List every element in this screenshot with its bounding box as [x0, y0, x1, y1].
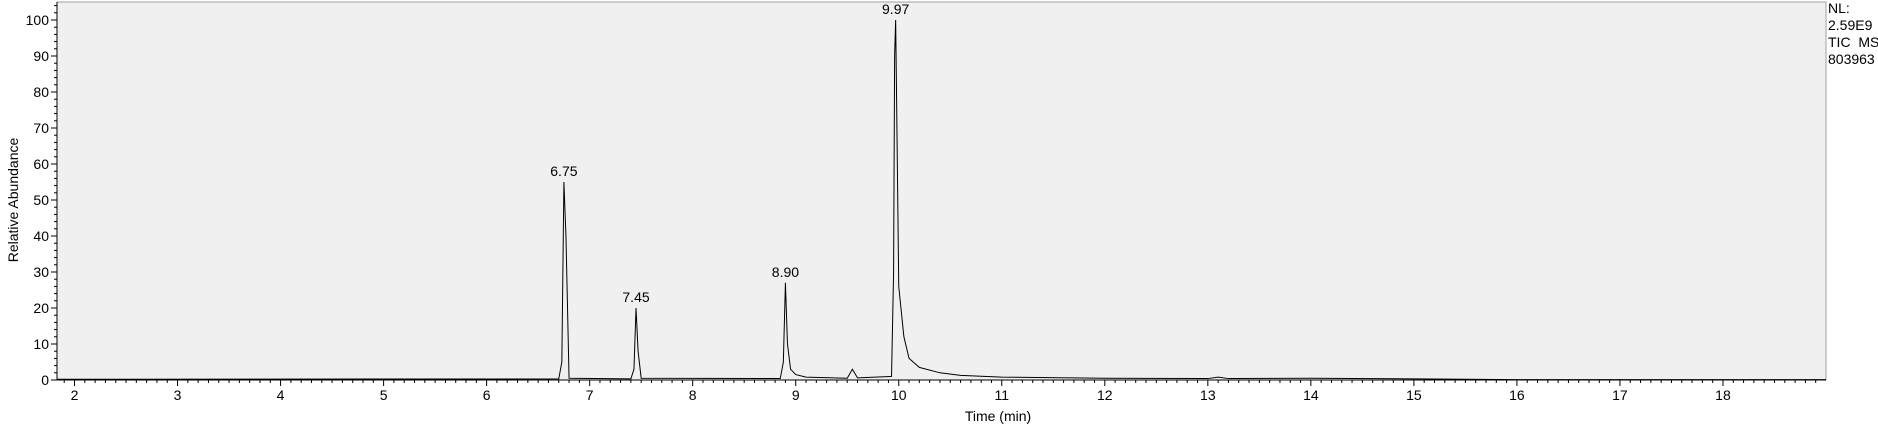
plot-area [56, 1, 1827, 381]
x-tick-label: 15 [1406, 387, 1422, 403]
x-tick-label: 10 [891, 387, 907, 403]
info-text: 803963 [1828, 51, 1875, 67]
x-tick-label: 11 [994, 387, 1009, 403]
x-tick-label: 8 [689, 387, 697, 403]
info-text: 2.59E9 [1828, 17, 1873, 33]
y-tick-label: 20 [33, 300, 49, 316]
y-tick-label: 0 [41, 372, 49, 388]
x-tick-label: 16 [1509, 387, 1525, 403]
x-axis-label: Time (min) [965, 408, 1031, 424]
x-tick-label: 3 [174, 387, 182, 403]
y-tick-label: 50 [33, 192, 49, 208]
peak-label: 6.75 [550, 163, 577, 179]
info-text: TIC MS [1828, 34, 1878, 50]
info-text: NL: [1828, 0, 1850, 16]
peak-label: 7.45 [622, 289, 649, 305]
y-tick-label: 40 [33, 228, 49, 244]
y-tick-label: 100 [26, 12, 50, 28]
x-tick-label: 9 [792, 387, 800, 403]
x-tick-label: 6 [483, 387, 491, 403]
y-tick-label: 90 [33, 48, 49, 64]
y-tick-label: 10 [33, 336, 49, 352]
y-tick-label: 80 [33, 84, 49, 100]
x-tick-label: 17 [1612, 387, 1628, 403]
x-tick-label: 7 [586, 387, 594, 403]
peak-label: 8.90 [772, 264, 799, 280]
x-tick-label: 13 [1200, 387, 1216, 403]
x-tick-label: 12 [1097, 387, 1113, 403]
peak-label: 9.97 [882, 1, 909, 17]
x-tick-label: 18 [1715, 387, 1731, 403]
y-axis-label: Relative Abundance [5, 138, 21, 263]
x-tick-label: 4 [277, 387, 285, 403]
x-tick-label: 5 [380, 387, 388, 403]
y-tick-label: 30 [33, 264, 49, 280]
x-tick-label: 14 [1303, 387, 1319, 403]
y-tick-label: 70 [33, 120, 49, 136]
trace [56, 19, 1826, 381]
x-tick-label: 2 [71, 387, 79, 403]
y-tick-label: 60 [33, 156, 49, 172]
